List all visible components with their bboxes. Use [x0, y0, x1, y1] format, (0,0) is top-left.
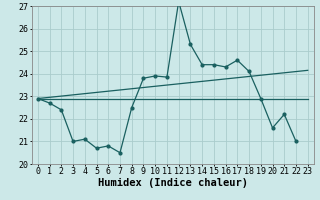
X-axis label: Humidex (Indice chaleur): Humidex (Indice chaleur): [98, 178, 248, 188]
